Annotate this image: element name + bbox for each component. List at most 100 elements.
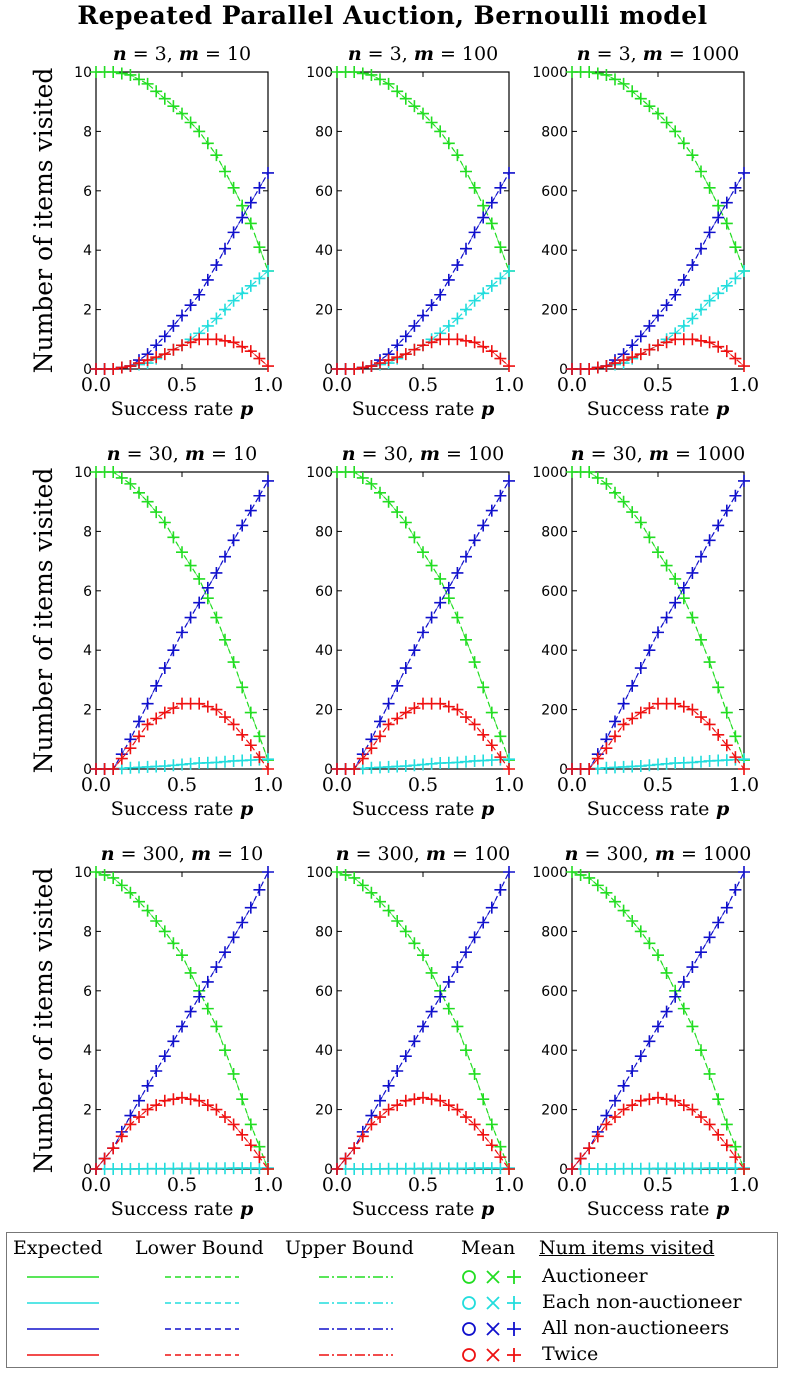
- x-tick-label: 0.5: [643, 374, 673, 396]
- data-point: [583, 1142, 596, 1155]
- data-point: [219, 1111, 231, 1124]
- y-tick-label: 10: [74, 865, 92, 881]
- data-point: [591, 879, 604, 892]
- data-point: [201, 1099, 214, 1112]
- data-point: [115, 67, 128, 80]
- panel-6: n = 30, m = 1000 0 200 400 600 800 1000 0.0 0.5 1…: [532, 443, 759, 820]
- data-point: [643, 100, 656, 113]
- data-point: [262, 474, 274, 487]
- data-point: [356, 471, 369, 484]
- data-point: [193, 288, 206, 301]
- data-point: [253, 352, 266, 365]
- data-point: [652, 339, 664, 352]
- data-point: [460, 334, 472, 347]
- data-point: [399, 516, 412, 529]
- data-point: [600, 477, 613, 490]
- data-point: [460, 1044, 472, 1057]
- data-point: [382, 1079, 395, 1092]
- data-point: [425, 336, 438, 349]
- data-point: [712, 287, 725, 300]
- data-point: [626, 351, 639, 364]
- data-point: [150, 1064, 163, 1077]
- data-point: [738, 264, 750, 277]
- data-point: [643, 319, 656, 332]
- data-point: [485, 279, 498, 292]
- data-point: [477, 519, 490, 532]
- data-point: [167, 100, 180, 113]
- data-point: [158, 925, 171, 938]
- legend-mean-cross: [486, 1322, 500, 1336]
- data-point: [227, 226, 240, 239]
- data-point: [219, 633, 231, 646]
- panel-title: n = 300, m = 10: [101, 843, 263, 865]
- x-axis-label: Success rate p: [352, 798, 495, 820]
- data-point: [236, 340, 249, 353]
- data-point: [451, 611, 464, 624]
- data-point: [503, 1163, 515, 1175]
- data-point: [720, 739, 733, 752]
- data-point: [703, 181, 716, 194]
- legend-mean-plus: [507, 1270, 521, 1284]
- series-line-upper: [336, 871, 510, 1170]
- data-point: [738, 763, 750, 775]
- series-each-non-auctioneer: [331, 1162, 515, 1175]
- data-point: [600, 1118, 613, 1131]
- data-point: [712, 211, 725, 224]
- panel-title: n = 30, m = 10: [107, 443, 257, 465]
- data-point: [617, 697, 630, 710]
- data-point: [158, 1094, 171, 1107]
- data-point: [244, 196, 257, 209]
- data-point: [703, 1118, 716, 1131]
- data-point: [609, 715, 621, 728]
- data-point: [356, 752, 369, 765]
- data-point: [703, 718, 716, 731]
- data-point: [609, 895, 621, 908]
- data-point: [219, 242, 231, 255]
- data-point: [391, 1099, 404, 1112]
- data-point: [262, 166, 274, 179]
- data-point: [729, 241, 742, 254]
- data-point: [107, 1142, 120, 1155]
- data-point: [176, 339, 188, 352]
- x-tick-label: 0.5: [408, 374, 438, 396]
- data-point: [677, 137, 690, 150]
- data-point: [485, 345, 498, 358]
- series-twice: [566, 1091, 750, 1175]
- data-point: [124, 1118, 137, 1131]
- data-point: [227, 656, 240, 669]
- data-point: [468, 1118, 481, 1131]
- data-point: [193, 596, 206, 609]
- data-point: [150, 339, 163, 352]
- data-point: [236, 287, 249, 300]
- series-twice: [90, 333, 274, 375]
- x-tick-label: 0.0: [322, 374, 352, 396]
- data-point: [167, 1035, 180, 1048]
- data-point: [600, 742, 613, 755]
- y-tick-label: 100: [306, 865, 333, 881]
- data-point: [417, 626, 429, 639]
- data-point: [348, 363, 361, 375]
- data-point: [442, 1002, 455, 1015]
- x-tick-label: 0.5: [167, 774, 197, 796]
- data-point: [609, 1111, 621, 1124]
- legend-mean-circle: [462, 1348, 476, 1362]
- data-point: [695, 550, 707, 563]
- x-tick-label: 1.0: [729, 1174, 759, 1196]
- y-tick-label: 600: [541, 184, 568, 200]
- data-point: [244, 345, 257, 358]
- data-point: [643, 644, 656, 657]
- y-tick-label: 80: [315, 924, 333, 940]
- data-point: [652, 949, 664, 962]
- data-point: [141, 904, 154, 917]
- data-point: [348, 1142, 361, 1155]
- data-point: [219, 165, 231, 178]
- data-point: [712, 916, 725, 929]
- data-point: [193, 1094, 206, 1107]
- data-point: [141, 495, 154, 508]
- data-point: [468, 294, 481, 307]
- data-point: [90, 866, 102, 878]
- legend-label-twice: Twice: [542, 1343, 599, 1365]
- data-point: [244, 706, 257, 719]
- panel-9: n = 300, m = 1000 0 200 400 600 800 1000 0.0 0.5…: [532, 843, 759, 1220]
- data-point: [643, 702, 656, 715]
